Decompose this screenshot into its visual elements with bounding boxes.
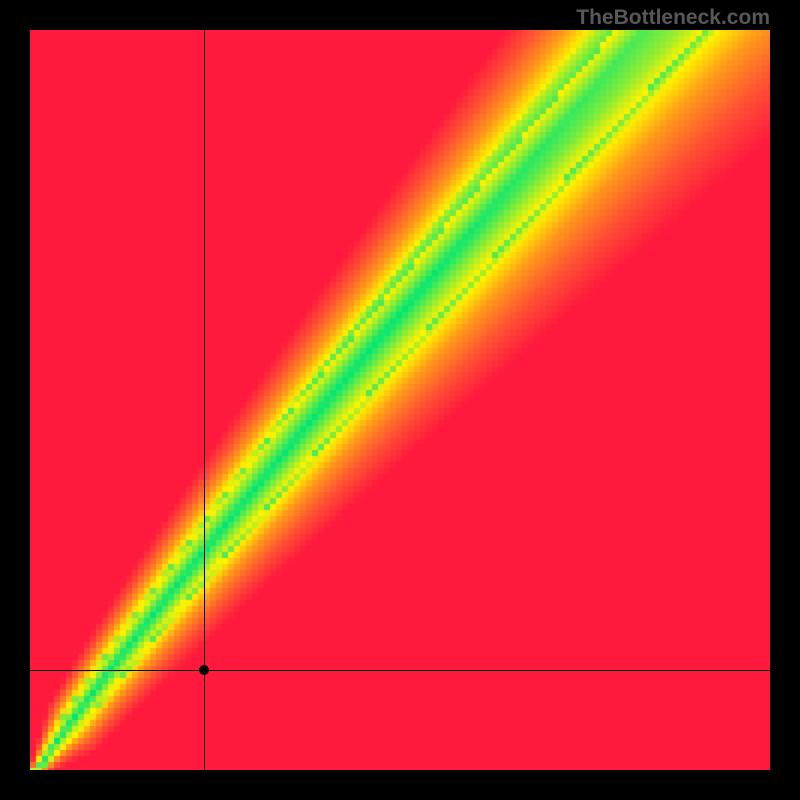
bottleneck-marker	[199, 665, 209, 675]
heatmap-canvas	[30, 30, 770, 770]
crosshair-vertical	[204, 30, 205, 770]
watermark-text: TheBottleneck.com	[576, 6, 770, 30]
crosshair-horizontal	[30, 670, 770, 671]
heatmap-plot	[30, 30, 770, 770]
